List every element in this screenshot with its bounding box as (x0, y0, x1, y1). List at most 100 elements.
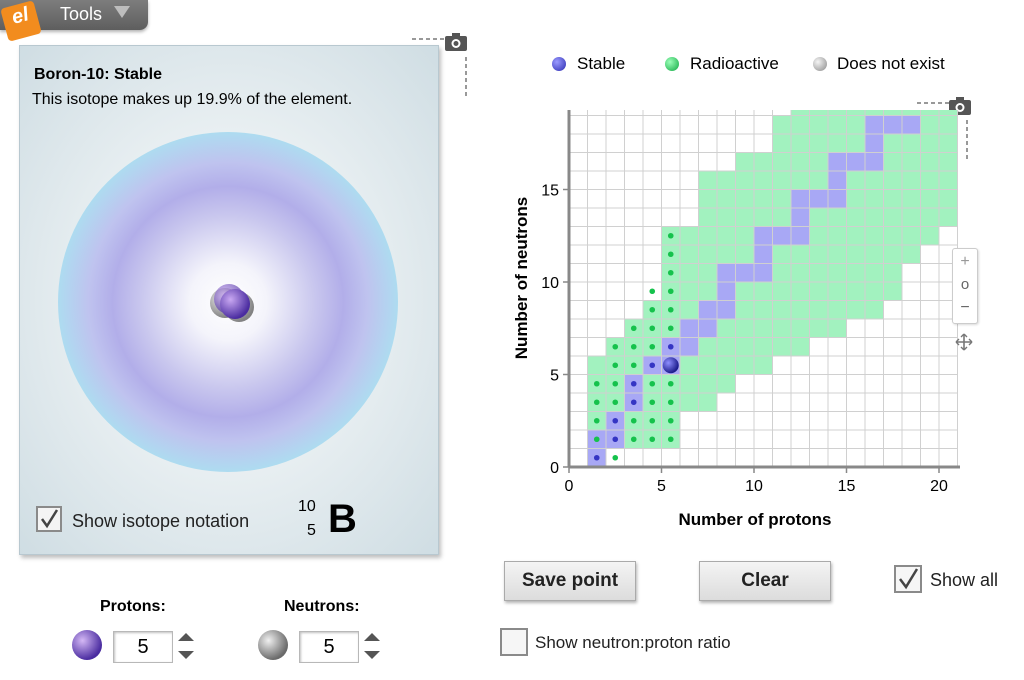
radioactive-cell (865, 208, 884, 227)
radioactive-cell (828, 110, 847, 116)
show-ratio-checkbox[interactable] (500, 628, 528, 656)
legend-stable-dot (552, 57, 566, 71)
radioactive-cell (828, 282, 847, 301)
legend-stable-label: Stable (577, 54, 626, 73)
radioactive-cell (865, 245, 884, 264)
radioactive-cell (883, 171, 902, 190)
radioactive-cell (939, 171, 958, 190)
radioactive-cell (883, 134, 902, 153)
radioactive-cell (939, 152, 958, 171)
radioactive-dot (667, 325, 674, 332)
radioactive-cell (754, 319, 773, 338)
radioactive-cell (680, 245, 699, 264)
radioactive-cell (754, 189, 773, 208)
radioactive-cell (717, 337, 736, 356)
stable-cell (865, 134, 884, 153)
zoom-out-button[interactable]: − (960, 299, 970, 316)
radioactive-cell (920, 110, 939, 116)
radioactive-cell (735, 226, 754, 245)
tools-label[interactable]: Tools (60, 4, 103, 24)
stable-cell (717, 282, 736, 301)
nucleus[interactable] (205, 279, 261, 329)
radioactive-cell (846, 171, 865, 190)
isotope-chart[interactable]: 0510152005101520 Number of protons Numbe… (510, 110, 960, 540)
radioactive-dot (667, 232, 674, 239)
radioactive-cell (939, 208, 958, 227)
radioactive-cell (791, 110, 810, 116)
radioactive-cell (754, 300, 773, 319)
stable-cell (809, 189, 828, 208)
radioactive-cell (754, 208, 773, 227)
show-all-checkbox[interactable] (894, 565, 922, 593)
radioactive-dot (667, 269, 674, 276)
element-symbol: B (328, 497, 357, 541)
radioactive-cell (772, 208, 791, 227)
radioactive-cell (735, 245, 754, 264)
radioactive-cell (809, 263, 828, 282)
radioactive-cell (698, 171, 717, 190)
radioactive-cell (846, 189, 865, 208)
radioactive-dot (649, 436, 656, 443)
radioactive-cell (735, 208, 754, 227)
stable-cell (828, 189, 847, 208)
show-notation-label[interactable]: Show isotope notation (72, 511, 250, 531)
radioactive-cell (791, 263, 810, 282)
radioactive-cell (883, 226, 902, 245)
protons-label: Protons: (100, 598, 166, 615)
radioactive-cell (809, 208, 828, 227)
radioactive-cell (698, 337, 717, 356)
radioactive-cell (939, 115, 958, 134)
radioactive-cell (680, 263, 699, 282)
stable-cell (754, 263, 773, 282)
zoom-in-button[interactable]: + (960, 253, 970, 270)
radioactive-cell (865, 263, 884, 282)
clear-button[interactable]: Clear (699, 561, 831, 601)
radioactive-dot (667, 417, 674, 424)
stable-cell (865, 152, 884, 171)
neutrons-increment-icon[interactable] (364, 633, 380, 641)
radioactive-cell (587, 356, 606, 375)
save-point-button[interactable]: Save point (504, 561, 636, 601)
stable-cell (902, 115, 921, 134)
radioactive-cell (772, 171, 791, 190)
camera-icon[interactable] (410, 33, 470, 103)
chevron-down-icon[interactable] (114, 6, 130, 18)
radioactive-cell (772, 282, 791, 301)
radioactive-cell (754, 356, 773, 375)
radioactive-cell (883, 263, 902, 282)
pan-icon[interactable] (955, 333, 973, 351)
stable-cell (754, 245, 773, 264)
radioactive-cell (717, 171, 736, 190)
legend-nonexistent-dot (813, 57, 827, 71)
isotope-title: Boron-10: Stable (34, 66, 163, 83)
radioactive-cell (791, 282, 810, 301)
protons-decrement-icon[interactable] (178, 651, 194, 659)
radioactive-dot (649, 306, 656, 313)
radioactive-cell (809, 115, 828, 134)
protons-input[interactable]: 5 (113, 631, 173, 663)
y-tick-label: 10 (541, 275, 559, 292)
radioactive-cell (865, 226, 884, 245)
radioactive-cell (735, 337, 754, 356)
neutrons-input[interactable]: 5 (299, 631, 359, 663)
radioactive-cell (809, 171, 828, 190)
radioactive-dot (630, 417, 637, 424)
show-ratio-label[interactable]: Show neutron:proton ratio (535, 633, 731, 652)
stable-cell (680, 319, 699, 338)
show-all-label[interactable]: Show all (930, 570, 999, 590)
radioactive-cell (754, 171, 773, 190)
zoom-reset-button[interactable]: o (960, 276, 970, 293)
radioactive-cell (680, 374, 699, 393)
neutron-icon (258, 630, 288, 660)
radioactive-cell (809, 319, 828, 338)
show-notation-checkbox[interactable] (36, 506, 62, 532)
radioactive-cell (902, 189, 921, 208)
stable-cell (717, 263, 736, 282)
radioactive-cell (883, 152, 902, 171)
neutrons-decrement-icon[interactable] (364, 651, 380, 659)
radioactive-cell (791, 300, 810, 319)
protons-increment-icon[interactable] (178, 633, 194, 641)
radioactive-cell (902, 152, 921, 171)
radioactive-cell (772, 337, 791, 356)
radioactive-cell (865, 189, 884, 208)
